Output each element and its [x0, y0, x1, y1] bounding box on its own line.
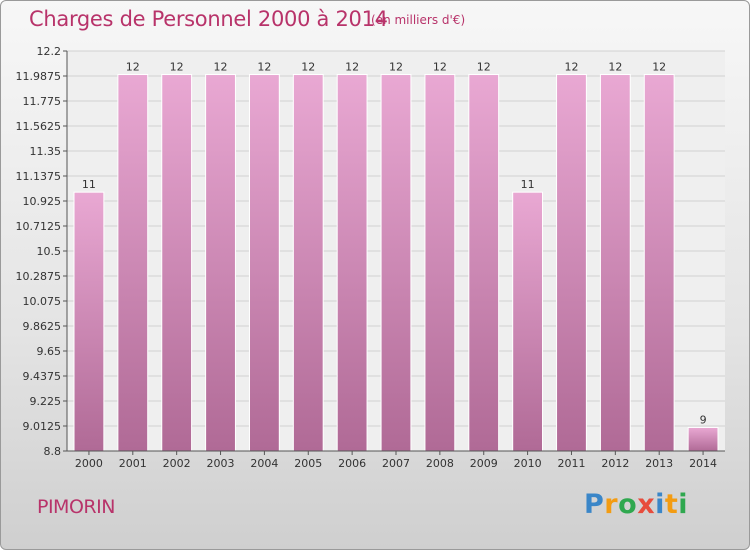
y-tick-label: 10.2875	[16, 270, 62, 283]
chart-subtitle: (en milliers d'€)	[371, 13, 466, 27]
bar-2006	[336, 74, 368, 452]
y-tick-label: 9.4375	[23, 370, 62, 383]
x-tick-label: 2006	[338, 457, 366, 470]
bar-2009	[468, 74, 500, 452]
bar-2007	[380, 74, 412, 452]
bar-2008	[424, 74, 456, 452]
y-tick-label: 10.7125	[16, 220, 62, 233]
data-label: 9	[700, 413, 707, 426]
data-label: 12	[652, 61, 666, 74]
x-tick-label: 2014	[689, 457, 717, 470]
bar-2013	[643, 74, 675, 452]
x-tick-label: 2002	[163, 457, 191, 470]
y-tick-label: 10.5	[37, 245, 62, 258]
x-tick-label: 2007	[382, 457, 410, 470]
x-tick-label: 2009	[470, 457, 498, 470]
x-tick-label: 2005	[294, 457, 322, 470]
x-tick-label: 2003	[207, 457, 235, 470]
bar-2011	[556, 74, 587, 452]
y-tick-label: 12.2	[37, 45, 62, 58]
y-tick-label: 9.0125	[23, 420, 62, 433]
bar-2010	[512, 191, 544, 452]
x-tick-label: 2011	[557, 457, 585, 470]
x-tick-label: 2000	[75, 457, 103, 470]
y-tick-label: 11.775	[23, 95, 62, 108]
y-tick-label: 11.5625	[16, 120, 62, 133]
bar-2003	[205, 74, 236, 452]
bar-2002	[161, 74, 193, 452]
y-tick-label: 10.075	[23, 295, 62, 308]
y-tick-label: 9.8625	[23, 320, 62, 333]
bar-2014	[687, 426, 719, 452]
logo-letter: i	[655, 489, 665, 520]
data-label: 12	[477, 61, 491, 74]
data-label: 12	[345, 61, 359, 74]
data-label: 12	[608, 61, 622, 74]
y-tick-label: 10.925	[23, 195, 62, 208]
logo-letter: i	[678, 489, 689, 520]
data-label: 11	[521, 178, 535, 191]
x-tick-label: 2012	[601, 457, 629, 470]
y-tick-label: 9.225	[30, 395, 62, 408]
data-label: 12	[214, 61, 228, 74]
data-label: 12	[301, 61, 315, 74]
data-label: 12	[257, 61, 271, 74]
bar-2005	[292, 74, 324, 452]
data-label: 12	[389, 61, 403, 74]
proxiti-logo: Proxiti	[584, 489, 688, 520]
logo-letter: P	[584, 489, 605, 520]
logo-letter: o	[618, 489, 638, 520]
x-tick-label: 2010	[514, 457, 542, 470]
bar-2001	[117, 74, 149, 452]
x-tick-label: 2008	[426, 457, 454, 470]
y-tick-label: 11.1375	[16, 170, 62, 183]
bar-2012	[599, 74, 631, 452]
data-label: 12	[126, 61, 140, 74]
data-label: 12	[170, 61, 184, 74]
y-tick-label: 8.8	[44, 445, 62, 458]
y-tick-label: 9.65	[37, 345, 62, 358]
data-label: 12	[433, 61, 447, 74]
logo-letter: r	[604, 489, 619, 520]
commune-name: PIMORIN	[37, 496, 115, 518]
data-label: 12	[564, 61, 578, 74]
chart-title: Charges de Personnel 2000 à 2014	[29, 7, 388, 31]
x-tick-label: 2001	[119, 457, 147, 470]
bar-2004	[248, 74, 280, 452]
y-tick-label: 11.35	[30, 145, 62, 158]
logo-letter: t	[664, 489, 679, 520]
logo-letter: x	[637, 489, 656, 520]
x-tick-label: 2004	[250, 457, 278, 470]
bar-2000	[73, 191, 105, 452]
y-tick-label: 11.9875	[16, 70, 62, 83]
data-label: 11	[82, 178, 96, 191]
x-tick-label: 2013	[645, 457, 673, 470]
